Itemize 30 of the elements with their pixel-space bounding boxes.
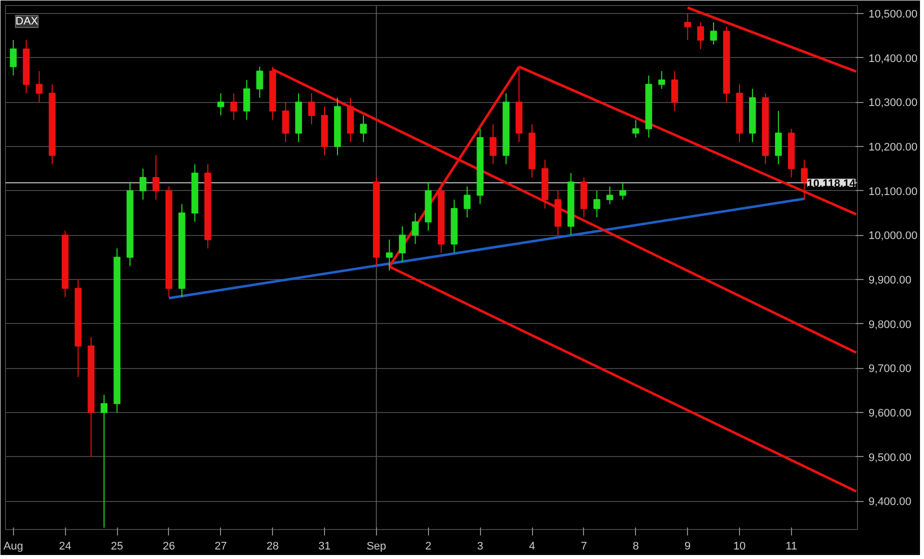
x-tick-label: 8 [632, 540, 639, 552]
y-tick-label: 10,200.00 [868, 141, 918, 154]
y-tick-label: 9,900.00 [868, 274, 912, 286]
x-tick-label: 26 [162, 540, 176, 552]
x-tick-label: 31 [318, 540, 331, 552]
ref-line-label: 10,118.14 [807, 178, 856, 190]
x-tick-label: 27 [214, 540, 227, 552]
x-tick-label: Sep [366, 540, 386, 552]
x-tick-label: Aug [3, 540, 24, 552]
y-tick-label: 10,500.00 [868, 8, 918, 20]
y-tick-label: 9,700.00 [868, 363, 912, 376]
text: DAX [16, 16, 39, 28]
x-tick-label: 28 [266, 540, 279, 552]
y-tick-label: 9,500.00 [868, 452, 912, 464]
y-tick-label: 9,600.00 [868, 407, 912, 420]
x-tick-label: 25 [110, 540, 124, 552]
y-tick-label: 10,100.00 [868, 186, 918, 198]
y-tick-label: 10,400.00 [868, 52, 918, 65]
x-tick-label: 11 [786, 540, 798, 552]
x-tick-label: 3 [477, 540, 484, 552]
y-tick-label: 10,000.00 [868, 230, 918, 242]
y-tick-label: 9,400.00 [868, 496, 912, 508]
x-tick-label: 9 [684, 540, 691, 552]
x-tick-label: 7 [580, 540, 587, 552]
x-tick-label: 24 [59, 540, 72, 552]
x-tick-label: 10 [733, 540, 746, 552]
y-tick-label: 10,300.00 [868, 97, 918, 110]
y-tick-label: 9,800.00 [868, 318, 912, 331]
x-tick-label: 2 [425, 540, 432, 552]
x-tick-label: 4 [528, 540, 536, 552]
